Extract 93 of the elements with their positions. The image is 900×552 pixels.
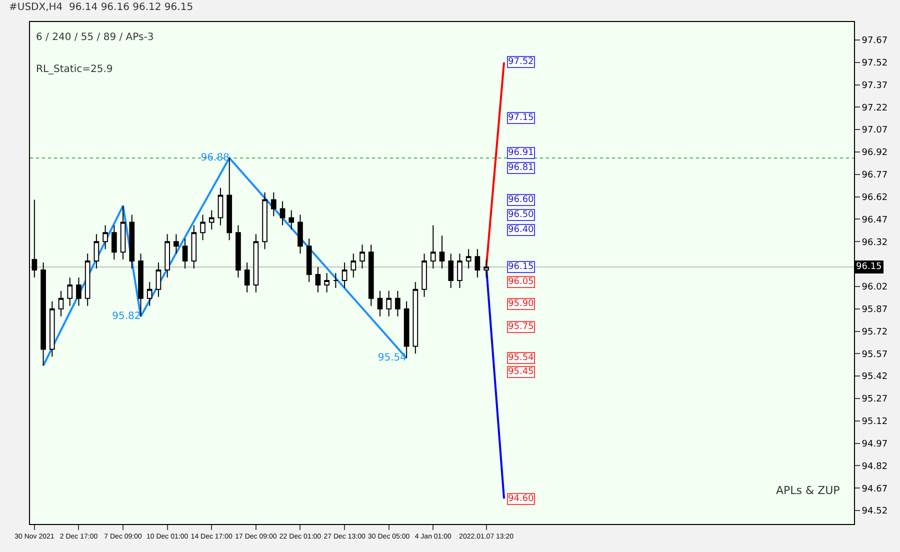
y-tick-label: 95.42 — [862, 372, 888, 382]
candlestick — [200, 214, 206, 241]
annotation: 95.45 — [508, 367, 534, 377]
y-tick-label: 96.32 — [862, 238, 888, 248]
candlestick — [439, 235, 445, 270]
candlestick — [280, 200, 286, 226]
candlestick — [474, 248, 480, 278]
candlestick — [422, 253, 427, 298]
candlestick — [360, 244, 365, 270]
data-label: 95.82 — [112, 310, 141, 322]
candlestick — [457, 253, 462, 288]
candlestick — [164, 234, 170, 278]
candlestick — [226, 157, 232, 241]
annotation: 97.15 — [508, 113, 534, 123]
annotation: 96.40 — [508, 225, 534, 235]
y-tick-label: 94.67 — [862, 484, 888, 494]
y-tick-label: 96.92 — [862, 148, 888, 158]
candlestick — [129, 214, 135, 270]
y-tick-label: 97.52 — [862, 58, 888, 68]
candlestick — [298, 214, 303, 254]
chart-title: #USDX,H4 96.14 96.16 96.12 96.15 — [9, 2, 194, 13]
y-tick-label: 94.82 — [862, 462, 888, 472]
y-tick-label: 95.12 — [862, 417, 888, 428]
candlestick — [448, 253, 454, 288]
candlestick — [112, 224, 117, 260]
candlestick — [350, 253, 356, 278]
annotation: 97.52 — [508, 57, 534, 67]
y-tick-label: 94.97 — [862, 439, 888, 450]
candlestick — [191, 224, 197, 270]
annotation: 95.90 — [508, 299, 534, 309]
y-tick-label: 95.72 — [862, 327, 888, 338]
y-tick-label: 95.57 — [862, 350, 888, 360]
y-tick-label: 96.77 — [862, 170, 888, 181]
annotation: 96.81 — [508, 163, 534, 173]
candlestick — [236, 224, 241, 278]
annotation: 95.54 — [508, 353, 534, 363]
annotation: APLs & ZUP — [776, 484, 840, 497]
y-tick-label: 97.37 — [862, 80, 888, 91]
candlestick — [342, 262, 348, 288]
candlestick — [315, 266, 321, 293]
candlestick — [67, 276, 73, 306]
candlestick — [244, 262, 250, 293]
candlestick — [386, 290, 392, 317]
candlestick — [377, 290, 383, 317]
candlestick — [174, 234, 179, 254]
candlestick — [333, 272, 338, 288]
annotation: 95.75 — [508, 322, 534, 332]
candlestick — [138, 253, 144, 317]
ref-line-label: 96.15 — [856, 262, 882, 272]
candlestick — [412, 281, 418, 354]
annotation: 96.50 — [508, 210, 534, 220]
candlestick — [368, 244, 374, 306]
candlestick — [40, 262, 46, 366]
candlestick — [466, 248, 472, 270]
annotation: 96.15 — [508, 262, 534, 272]
annotation: 6 / 240 / 55 / 89 / APs-3 — [36, 32, 154, 43]
data-label: 96.88 — [200, 152, 230, 164]
candlestick — [288, 210, 294, 230]
candlestick — [146, 281, 152, 306]
y-tick-label: 95.27 — [862, 394, 888, 405]
candlestick — [270, 192, 276, 217]
y-tick-label: 95.87 — [862, 305, 888, 316]
annotation: 96.91 — [508, 148, 534, 158]
annotation: 96.05 — [508, 277, 534, 287]
candlestick — [324, 272, 330, 293]
candlestick — [306, 238, 312, 282]
candlestick — [262, 192, 268, 250]
y-tick-label: 94.52 — [862, 506, 888, 517]
candlestick — [102, 224, 108, 250]
y-tick-label: 96.47 — [862, 215, 888, 226]
annotation: 96.60 — [508, 195, 534, 205]
candlestick — [32, 199, 38, 278]
candlestick — [182, 238, 188, 270]
candlestick — [120, 205, 126, 260]
annotation: RL_Static=25.9 — [36, 64, 113, 75]
candlestick — [253, 234, 259, 293]
candlestick — [84, 253, 90, 306]
y-tick-label: 96.02 — [862, 282, 888, 293]
candlestick — [58, 290, 64, 317]
candlestick — [94, 234, 100, 270]
y-tick-label: 96.62 — [862, 192, 888, 203]
annotation: 94.60 — [508, 494, 534, 504]
candlestick — [218, 187, 224, 226]
candlestick — [208, 210, 214, 230]
y-tick-label: 97.07 — [862, 126, 888, 136]
y-tick-label: 97.67 — [862, 36, 888, 46]
candlestick — [76, 276, 82, 306]
candlestick — [430, 224, 436, 270]
candlestick — [156, 262, 162, 298]
candlestick — [49, 300, 55, 358]
candlestick — [395, 290, 400, 317]
candlestick — [484, 259, 489, 278]
y-tick-label: 97.22 — [862, 103, 888, 114]
